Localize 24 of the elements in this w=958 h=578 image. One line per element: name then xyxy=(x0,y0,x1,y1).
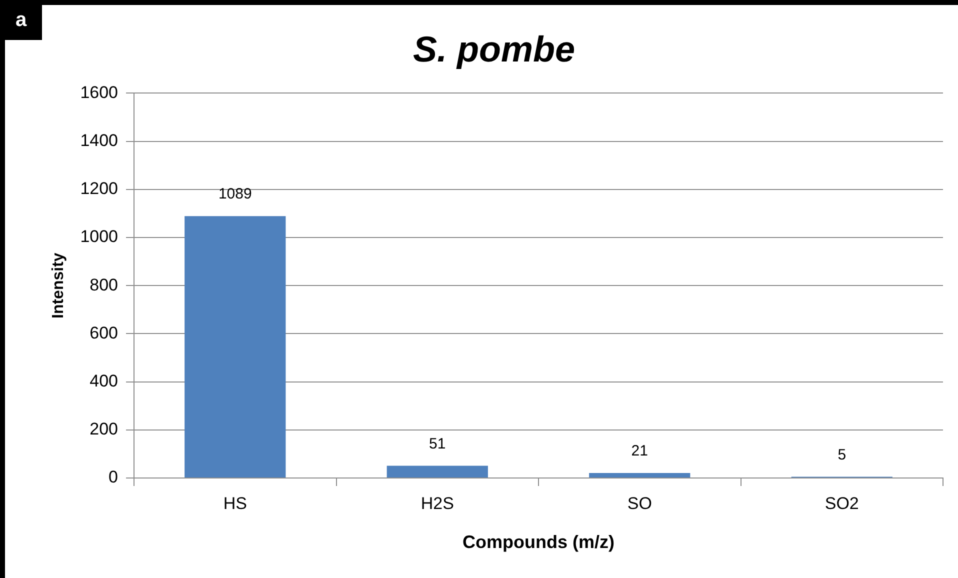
y-tick-label: 0 xyxy=(108,468,118,487)
bar xyxy=(386,466,488,478)
y-tick-label: 1200 xyxy=(80,179,118,198)
y-tick-label: 800 xyxy=(90,275,118,294)
y-axis-title: Intensity xyxy=(50,252,68,318)
x-tick-label: HS xyxy=(223,494,247,513)
y-tick-label: 200 xyxy=(90,420,118,439)
data-label: 1089 xyxy=(218,186,252,203)
x-tick-label: SO2 xyxy=(824,494,859,513)
data-label: 5 xyxy=(838,446,846,464)
x-tick-label: H2S xyxy=(420,494,454,513)
y-tick-label: 600 xyxy=(90,323,118,342)
y-tick-label: 1000 xyxy=(80,227,118,246)
data-label: 51 xyxy=(429,435,446,452)
bar xyxy=(184,216,286,478)
chart-title: S. pombe xyxy=(412,28,576,70)
y-tick-label: 1600 xyxy=(80,82,118,102)
x-axis-title: Compounds (m/z) xyxy=(462,532,615,552)
y-tick-label: 400 xyxy=(90,371,118,390)
bar xyxy=(589,472,690,478)
text: a xyxy=(0,0,42,40)
data-label: 21 xyxy=(631,442,648,460)
x-tick-label: SO xyxy=(627,494,652,513)
y-tick-label: 1400 xyxy=(80,130,118,150)
